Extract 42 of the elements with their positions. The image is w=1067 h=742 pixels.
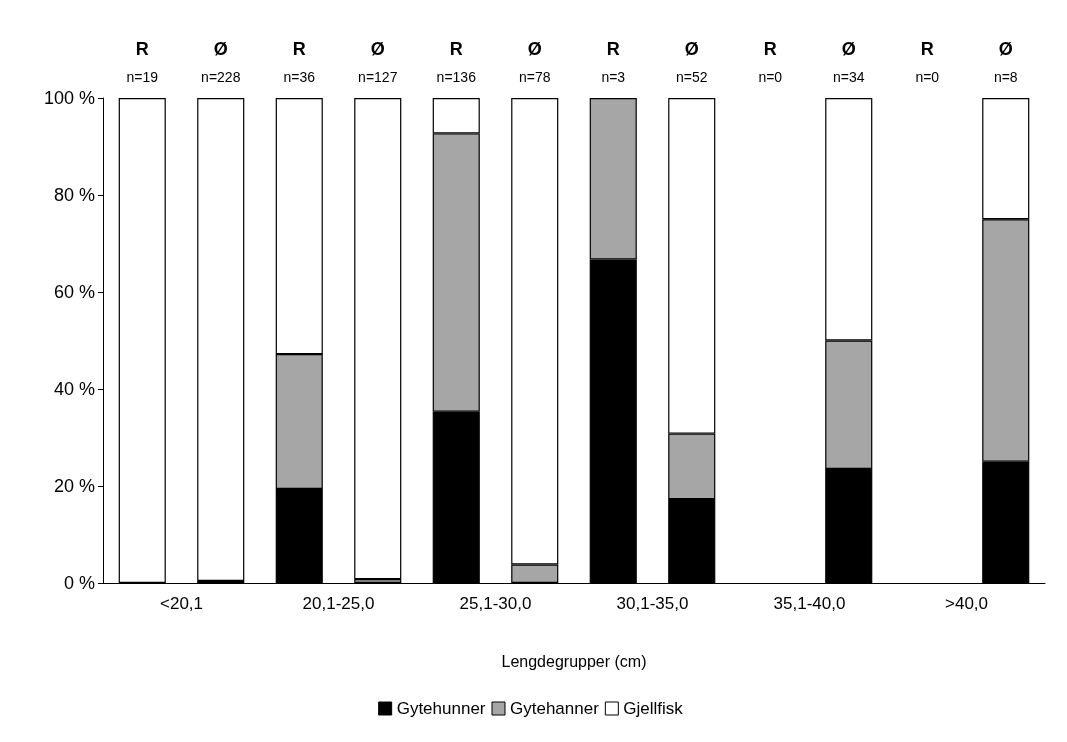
text: 20,1-25,0 [302, 594, 375, 613]
x-tick-label: R [292, 39, 306, 59]
x-tick-label: Ø [684, 39, 699, 59]
text: <20,1 [159, 594, 204, 613]
text: n=8 [993, 69, 1018, 85]
x-tick-label: Ø [998, 39, 1013, 59]
x-tick-label: Ø [370, 39, 385, 59]
legend-label: Gjellfisk [623, 699, 684, 718]
y-tick-label: 0 % [63, 573, 95, 593]
y-tick-label: 20 % [53, 476, 95, 496]
legend-label: Gytehanner [510, 699, 600, 718]
x-tick-label: R [763, 39, 777, 59]
y-tick-label: 100 % [43, 88, 95, 108]
x-tick-label: R [449, 39, 463, 59]
bar [354, 98, 402, 580]
text: n=36 [283, 69, 316, 85]
bar [197, 98, 245, 582]
y-tick-label: 60 % [53, 282, 95, 302]
x-tick-label: R [920, 39, 934, 59]
y-tick-label: 80 % [53, 185, 95, 205]
text: n=127 [358, 69, 398, 85]
x-axis-title: Lengdegrupper (cm) [501, 652, 647, 670]
text: 30,1-35,0 [616, 594, 689, 613]
x-tick-label: Ø [527, 39, 542, 59]
y-tick-label: 40 % [53, 379, 95, 399]
text: 35,1-40,0 [773, 594, 846, 613]
legend-label: Gytehunner [396, 699, 486, 718]
text: n=19 [126, 69, 159, 85]
text: n=52 [675, 69, 708, 85]
text: n=0 [758, 69, 783, 85]
text: n=0 [915, 69, 940, 85]
x-tick-label: Ø [213, 39, 228, 59]
x-tick-label: R [606, 39, 620, 59]
text: 25,1-30,0 [459, 594, 532, 613]
x-tick-label: Ø [841, 39, 856, 59]
text: n=136 [436, 69, 477, 85]
text: n=3 [601, 69, 626, 85]
x-tick-label: R [135, 39, 149, 59]
text: n=228 [201, 69, 241, 85]
text: n=78 [518, 69, 551, 85]
text: >40,0 [944, 594, 989, 613]
text: n=34 [832, 69, 865, 85]
